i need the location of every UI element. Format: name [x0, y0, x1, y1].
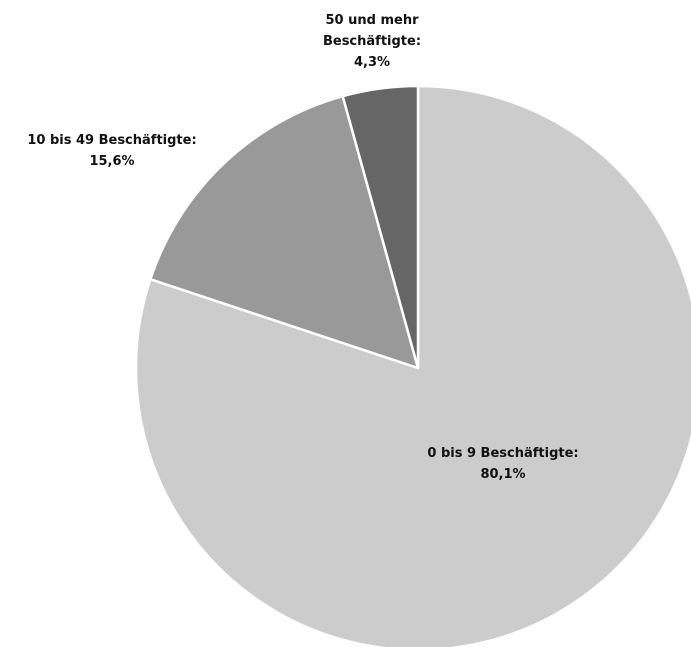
value-label: 80,1% — [480, 467, 526, 482]
slice-label: 50 und mehr Beschäftigte: 4,3% — [317, 10, 427, 73]
category-label: 0 bis 9 Beschäftigte: — [427, 446, 579, 461]
value-label: 15,6% — [89, 154, 135, 169]
pie-slice — [134, 84, 691, 647]
slice-label: 10 bis 49 Beschäftigte: 15,6% — [2, 130, 222, 172]
value-label: 4,3% — [353, 55, 391, 70]
slice-label: 0 bis 9 Beschäftigte: 80,1% — [403, 443, 603, 485]
category-label: 50 und mehr Beschäftigte: — [322, 13, 422, 49]
pie-slice — [341, 84, 420, 370]
category-label: 10 bis 49 Beschäftigte: — [27, 133, 197, 148]
pie-slice — [149, 94, 420, 370]
